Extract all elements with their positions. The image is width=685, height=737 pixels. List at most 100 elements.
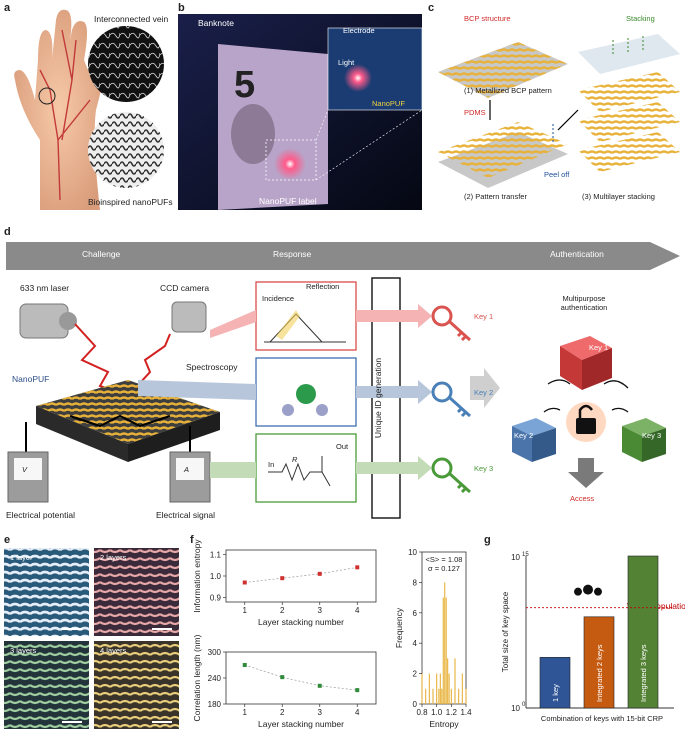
histogram-bar (439, 673, 441, 704)
label-circuit-in: In (268, 460, 275, 469)
x-tick-label: 1.2 (446, 708, 458, 717)
label-step2: (2) Pattern transfer (464, 192, 527, 201)
key3-icon (431, 457, 453, 479)
label-step1: (1) Metallized BCP pattern (464, 86, 552, 95)
cube-label-key3: Key 3 (642, 431, 662, 440)
y-tick-label: 4 (413, 639, 418, 648)
y-tick-label: 10 (408, 548, 417, 557)
panel-d-letter: d (4, 226, 11, 238)
y-tick-label: 240 (208, 674, 222, 683)
trend-line (244, 566, 358, 583)
authentication-schematic (7, 277, 666, 519)
reflected-beam (129, 333, 171, 395)
arrow-challenge: Challenge (82, 249, 121, 259)
label-key3: Key 3 (474, 464, 494, 473)
bar-category-label: Integrated 2 keys (595, 644, 604, 702)
label-interconnected-vein: Interconnected vein (94, 14, 169, 24)
label-bioinspired-nanopufs: Bioinspired nanoPUFs (88, 197, 173, 207)
y-tick-label-bottom: 10 (511, 704, 520, 713)
label-circuit-r: R (292, 455, 298, 464)
key1-icon (431, 305, 453, 327)
y-tick-label: 300 (208, 648, 222, 657)
y-tick-label: 0.9 (210, 594, 222, 603)
label-peel-off: Peel off (544, 170, 570, 179)
data-point (355, 565, 360, 570)
y-tick-label: 180 (208, 700, 222, 709)
key-space-bar (627, 555, 659, 709)
x-tick-label: 3 (318, 606, 323, 615)
data-point (317, 683, 322, 688)
label-electrical-signal: Electrical signal (156, 510, 216, 520)
sem-image-grid (4, 548, 179, 729)
panel-a-letter: a (4, 2, 11, 14)
x-axis-label: Combination of keys with 15-bit CRP (541, 714, 663, 723)
label-access: Access (570, 494, 595, 503)
y-tick-label: 6 (413, 609, 418, 618)
vein-highlight-circle (38, 87, 56, 105)
y-axis-label: Total size of key space (501, 591, 510, 672)
molecule-center (296, 384, 316, 404)
histogram-bar (438, 688, 440, 704)
stacking-film (578, 34, 680, 74)
x-tick-label: 0.8 (416, 708, 428, 717)
pattern-transfer (438, 122, 568, 178)
label-nanopuf-label: NanoPUF label (259, 196, 317, 206)
trend-line (244, 664, 358, 691)
x-axis-label: Entropy (429, 719, 459, 729)
y-axis-label: Frequency (394, 607, 404, 648)
x-axis-label: Layer stacking number (258, 719, 344, 729)
y-tick-label: 1.0 (210, 572, 222, 581)
histogram-bar (421, 673, 423, 704)
label-nanopuf: NanoPUF (12, 374, 50, 384)
histogram-bar (425, 688, 427, 704)
data-point (280, 576, 285, 581)
people-icon (583, 584, 593, 595)
histogram-bar (458, 688, 460, 704)
x-tick-label: 1.4 (460, 708, 472, 717)
label-multipurpose: Multipurpose authentication (560, 294, 608, 312)
label-stacking: Stacking (626, 14, 655, 23)
flow-arrow (6, 242, 680, 270)
circuit-box (255, 433, 357, 503)
label-highlight-box (265, 139, 317, 181)
x-tick-label: 3 (318, 708, 323, 717)
x-tick-label: 4 (355, 708, 360, 717)
label-nanopuf-inset: NanoPUF (372, 99, 405, 108)
label-key2: Key 2 (474, 388, 494, 397)
label-incidence: Incidence (262, 294, 295, 303)
key-space-bar (539, 657, 571, 709)
electrode-inset (327, 27, 422, 111)
cube-label-key1: Key 1 (589, 343, 609, 352)
x-tick-label: 1 (243, 708, 248, 717)
histogram-bar (436, 673, 438, 704)
histogram-bar (461, 673, 463, 704)
histogram-bar (447, 658, 449, 704)
y-axis-label: Information entropy (192, 539, 202, 613)
cube-key1 (582, 348, 612, 390)
label-step3: (3) Multilayer stacking (582, 192, 655, 201)
key-space-bar (583, 616, 615, 709)
banknote-digit: 5 (234, 64, 256, 106)
people-icon-right (594, 587, 602, 596)
bar-category-label: Integrated 3 keys (639, 644, 648, 702)
cube-label-key2: Key 2 (514, 431, 534, 440)
histogram-bar (442, 597, 444, 704)
label-bcp-structure: BCP structure (464, 14, 511, 23)
lock-icon (576, 418, 596, 434)
arrow-response: Response (273, 249, 312, 259)
histogram-bar (441, 688, 443, 704)
data-point (242, 580, 247, 585)
histogram-bar (454, 658, 456, 704)
y-tick-label: 2 (413, 670, 418, 679)
histogram-bar (432, 688, 434, 704)
bar-category-label: 1 key (551, 684, 560, 702)
data-point (242, 663, 247, 667)
data-point (280, 675, 285, 680)
sem-label-4: 4 layers (100, 646, 127, 655)
x-tick-label: 1 (243, 606, 248, 615)
y-tick-exp-top: 15 (522, 552, 529, 558)
x-tick-label: 2 (280, 708, 285, 717)
sem-label-1: 1 layer (10, 553, 33, 562)
histogram-bar (445, 597, 447, 704)
